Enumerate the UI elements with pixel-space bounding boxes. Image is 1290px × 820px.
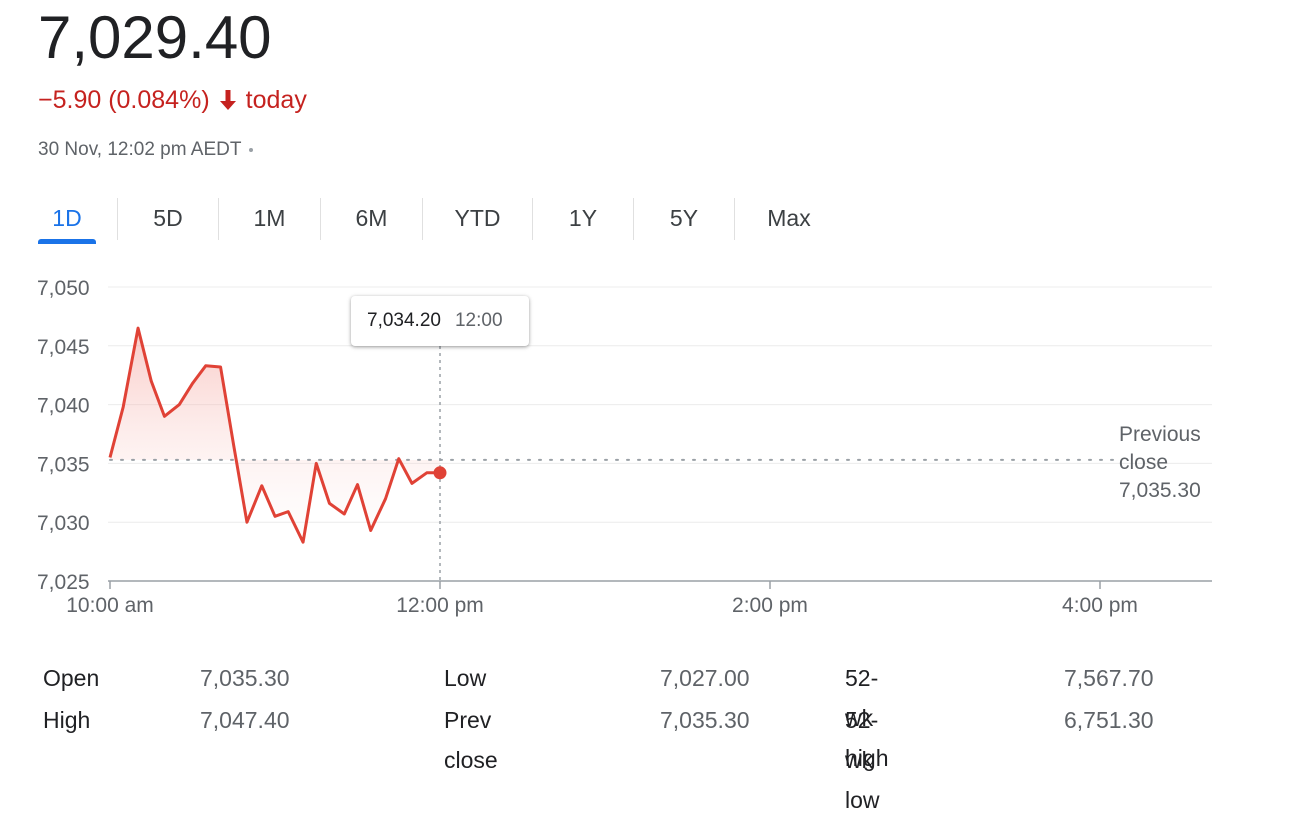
chart-tooltip: 7,034.20 12:00 [351,296,529,346]
tab-5y[interactable]: 5Y [634,196,734,240]
tooltip-time: 12:00 [455,310,503,332]
stat-value: 7,567.70 [1064,658,1154,698]
stat-value: 7,035.30 [200,658,290,698]
stat-value: 7,027.00 [660,658,750,698]
x-tick-label: 12:00 pm [396,594,484,617]
quote-timestamp: 30 Nov, 12:02 pm AEDT [38,138,253,162]
tab-5d[interactable]: 5D [118,196,218,240]
range-tabs: 1D 5D 1M 6M YTD 1Y 5Y Max [38,196,843,246]
stat-value: 6,751.30 [1064,700,1154,740]
tab-max[interactable]: Max [735,196,843,240]
area-fill [110,328,440,542]
y-tick-label: 7,035 [37,453,90,476]
stat-value: 7,047.40 [200,700,290,740]
change-value: −5.90 (0.084%) [38,84,210,116]
y-tick-label: 7,025 [37,571,90,594]
y-tick-label: 7,040 [37,395,90,418]
current-point-marker [434,466,447,479]
tab-1d[interactable]: 1D [38,196,96,240]
current-price: 7,029.40 [38,2,272,74]
arrow-down-icon [218,88,238,112]
timestamp-text: 30 Nov, 12:02 pm AEDT [38,138,241,162]
stat-label: Open [43,658,99,698]
prev-close-value: 7,035.30 [1119,477,1211,505]
prev-close-line2: close [1119,449,1211,477]
stat-label: Prev close [444,700,498,780]
stat-label: Low [444,658,486,698]
stat-label: 52-wk low [845,700,880,820]
change-suffix: today [246,84,307,116]
y-tick-label: 7,030 [37,512,90,535]
y-tick-label: 7,045 [37,336,90,359]
tab-ytd[interactable]: YTD [423,196,532,240]
stat-label: High [43,700,90,740]
y-tick-label: 7,050 [37,277,90,300]
tab-6m[interactable]: 6M [321,196,422,240]
previous-close-label: Previous close 7,035.30 [1119,421,1211,505]
stat-value: 7,035.30 [660,700,750,740]
separator-dot-icon [249,148,253,152]
x-tick-label: 2:00 pm [732,594,808,617]
x-tick-label: 10:00 am [66,594,154,617]
tooltip-value: 7,034.20 [367,310,441,332]
tab-1m[interactable]: 1M [219,196,320,240]
price-change: −5.90 (0.084%) today [38,84,307,116]
x-tick-label: 4:00 pm [1062,594,1138,617]
tab-1y[interactable]: 1Y [533,196,633,240]
prev-close-line1: Previous [1119,421,1211,449]
